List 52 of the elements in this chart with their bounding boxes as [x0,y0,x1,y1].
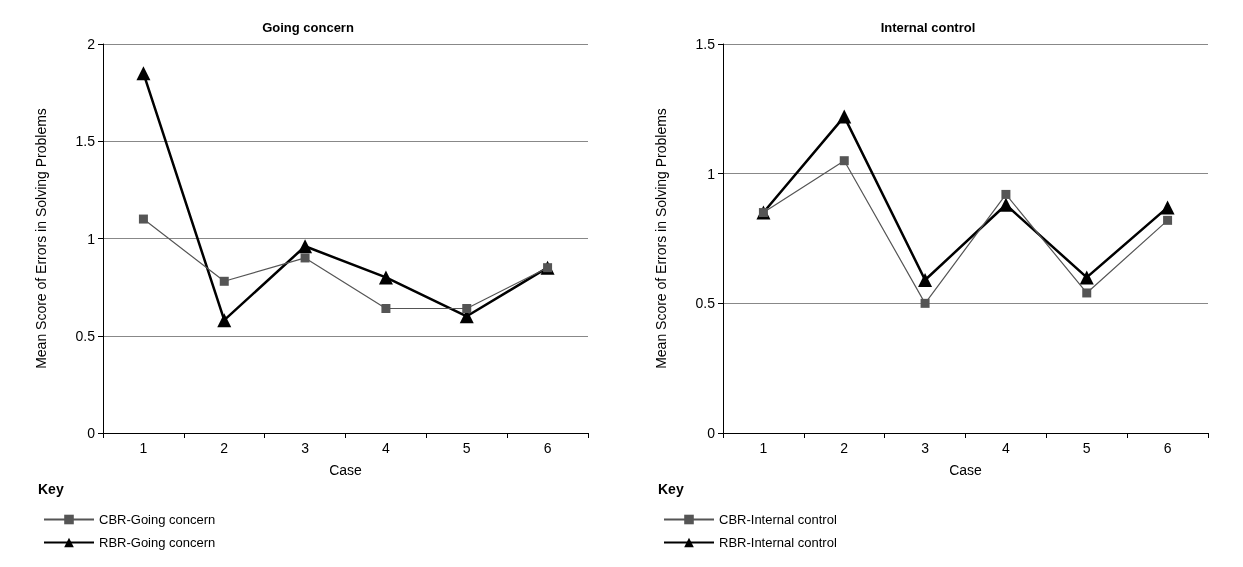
x-tick-label: 1 [139,440,148,456]
legend-label: RBR-Going concern [99,535,216,550]
x-tick-label: 2 [220,440,229,456]
point [918,272,933,287]
point [217,313,232,328]
y-axis-title: Mean Score of Errors in Solving Problems [33,108,49,369]
point [462,304,472,314]
point [1163,215,1173,225]
y-tick-label: 0 [707,425,716,441]
x-tick-label: 4 [382,440,391,456]
x-tick-label: 2 [840,440,849,456]
point [136,66,151,81]
x-axis-title: Case [329,462,363,478]
x-tick-label: 4 [1002,440,1011,456]
point [998,197,1013,212]
y-tick-label: 0.5 [75,327,96,344]
x-tick-label: 1 [759,440,768,456]
legend-label: RBR-Internal control [719,535,837,550]
y-tick-label: 1 [87,230,96,247]
x-axis-title: Case [949,462,983,478]
y-tick-label: 1.5 [75,133,96,150]
point [837,109,852,124]
x-tick-label: 6 [1163,440,1172,456]
point [1079,270,1094,285]
x-tick-label: 3 [921,440,930,456]
point [138,214,148,224]
chart-title: Going concern [262,20,354,35]
legend-label: CBR-Going concern [99,512,216,527]
point [920,298,930,308]
y-tick-label: 1.5 [695,36,716,52]
point [381,304,391,314]
legend-title: Key [658,481,684,497]
y-tick-label: 1 [707,165,716,182]
point [300,253,310,263]
x-tick-label: 6 [543,440,552,456]
point [839,156,849,166]
y-tick-label: 2 [87,36,96,52]
y-tick-label: 0 [87,425,96,441]
y-tick-label: 0.5 [695,295,716,312]
x-tick-label: 3 [301,440,310,456]
point [1160,200,1175,215]
legend-label: CBR-Internal control [719,512,837,527]
point [298,239,313,254]
y-axis-title: Mean Score of Errors in Solving Problems [653,108,669,369]
x-tick-label: 5 [1082,440,1091,456]
point [1001,189,1011,199]
point [219,276,229,286]
legend-title: Key [38,481,64,497]
point [1082,288,1092,298]
chart-title: Internal control [880,20,976,35]
x-tick-label: 5 [462,440,471,456]
point [378,270,393,285]
